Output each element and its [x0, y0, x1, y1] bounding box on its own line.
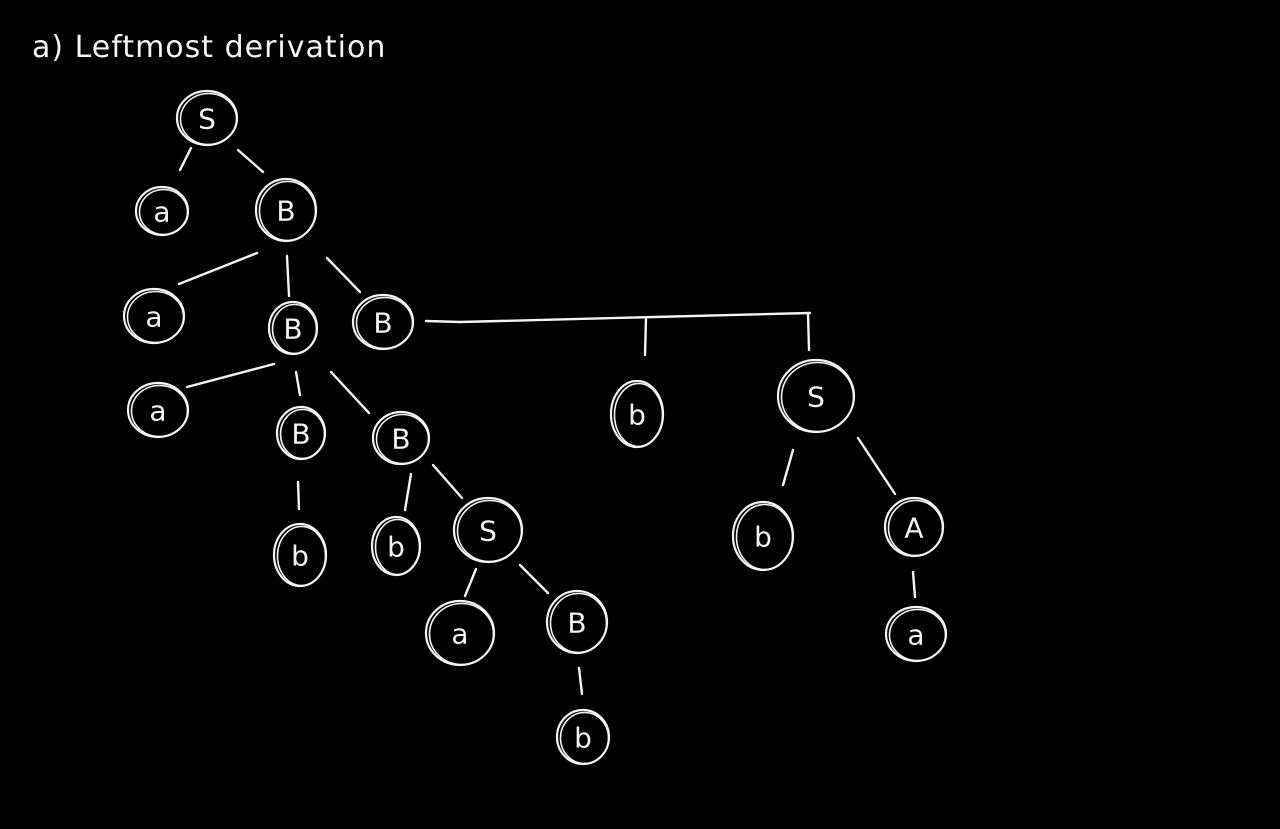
tree-edge-n9-n11 [403, 472, 413, 512]
node-label: b [291, 540, 309, 573]
node-circle-stroke [355, 296, 414, 350]
tree-edge-n5-n8 [294, 370, 302, 397]
node-circle-stroke [887, 499, 944, 557]
node-circle-stroke [279, 408, 326, 460]
tree-node-n11: b [370, 515, 422, 577]
tree-edge-n6-n16 [458, 311, 812, 324]
tree-edge-n17-n19 [856, 436, 897, 496]
node-label: a [907, 619, 924, 652]
node-label: a [145, 301, 162, 334]
node-label: a [451, 618, 468, 651]
tree-node-n18: b [731, 500, 795, 572]
node-circle-stroke [559, 711, 610, 765]
node-label: b [628, 399, 646, 432]
tree-node-n12: S [452, 496, 524, 564]
tree-edge-n1-n2 [178, 146, 193, 172]
tree-edge-n8-n10 [296, 480, 301, 511]
tree-edge-n6-n16 [643, 316, 648, 357]
node-circle-stroke [456, 499, 523, 563]
node-circle-stroke [271, 303, 318, 355]
edges-layer [177, 146, 917, 696]
node-circle-stroke [375, 413, 430, 465]
node-circle-stroke [258, 180, 317, 242]
node-label: a [153, 196, 170, 229]
node-label: S [807, 381, 825, 414]
tree-edge-n3-n5 [285, 254, 291, 298]
node-label: S [198, 103, 216, 136]
tree-edge-n1-n3 [236, 148, 265, 174]
tree-edge-n12-n13 [463, 567, 478, 598]
node-circle-stroke [888, 608, 947, 662]
node-circle-stroke [780, 361, 855, 433]
tree-edge-n3-n4 [177, 251, 259, 286]
tree-node-n6: B [351, 293, 415, 351]
tree-edge-n6-n17 [806, 311, 811, 352]
node-circle-stroke [126, 290, 185, 344]
tree-edge-n5-n9 [329, 370, 371, 415]
tree-node-n19: A [883, 496, 945, 558]
tree-node-n13: a [424, 599, 496, 667]
node-label: b [387, 531, 405, 564]
node-circle-stroke [179, 92, 238, 146]
tree-node-n16: b [609, 379, 665, 449]
node-label: b [574, 722, 592, 755]
tree-edge-n19-n20 [911, 570, 917, 599]
tree-node-n5: B [267, 300, 319, 356]
node-label: A [904, 512, 923, 545]
node-label: B [283, 313, 302, 346]
tree-edge-n6-n16 [424, 319, 462, 324]
node-label: B [391, 423, 410, 456]
node-label: S [479, 515, 497, 548]
tree-node-n7: a [126, 381, 190, 439]
tree-edge-n12-n14 [518, 563, 550, 595]
node-circle-stroke [549, 592, 608, 654]
node-label: B [291, 418, 310, 451]
node-circle-stroke [276, 525, 327, 587]
node-label: B [567, 607, 586, 640]
node-circle-stroke [130, 384, 189, 438]
tree-edge-n3-n6 [325, 256, 362, 294]
tree-edge-n14-n15 [577, 666, 584, 696]
node-label: B [276, 195, 295, 228]
node-label: B [373, 307, 392, 340]
tree-node-n20: a [884, 605, 948, 663]
tree-node-n17: S [776, 358, 856, 434]
tree-node-n3: B [254, 177, 318, 243]
tree-node-n4: a [122, 287, 186, 345]
tree-node-n10: b [272, 522, 328, 588]
tree-node-n15: b [555, 708, 611, 766]
nodes-layer: Sa Ba B Ba B Bb b Sa Bb b Sb Aa [122, 89, 948, 766]
diagram-title: a) Leftmost derivation [32, 30, 387, 65]
node-circle-stroke [138, 188, 189, 236]
node-circle-stroke [613, 382, 664, 448]
node-label: a [149, 395, 166, 428]
tree-node-n2: a [134, 185, 190, 237]
node-label: b [754, 521, 772, 554]
tree-node-n8: B [275, 405, 327, 461]
tree-edge-n17-n18 [781, 448, 795, 487]
tree-node-n1: S [175, 89, 239, 147]
tree-edge-n9-n12 [431, 463, 464, 500]
node-circle-stroke [428, 602, 495, 666]
tree-node-n14: B [545, 589, 609, 655]
node-circle-stroke [374, 518, 421, 576]
tree-edge-n5-n7 [185, 362, 276, 389]
tree-node-n9: B [371, 410, 431, 466]
node-circle-stroke [735, 503, 794, 571]
